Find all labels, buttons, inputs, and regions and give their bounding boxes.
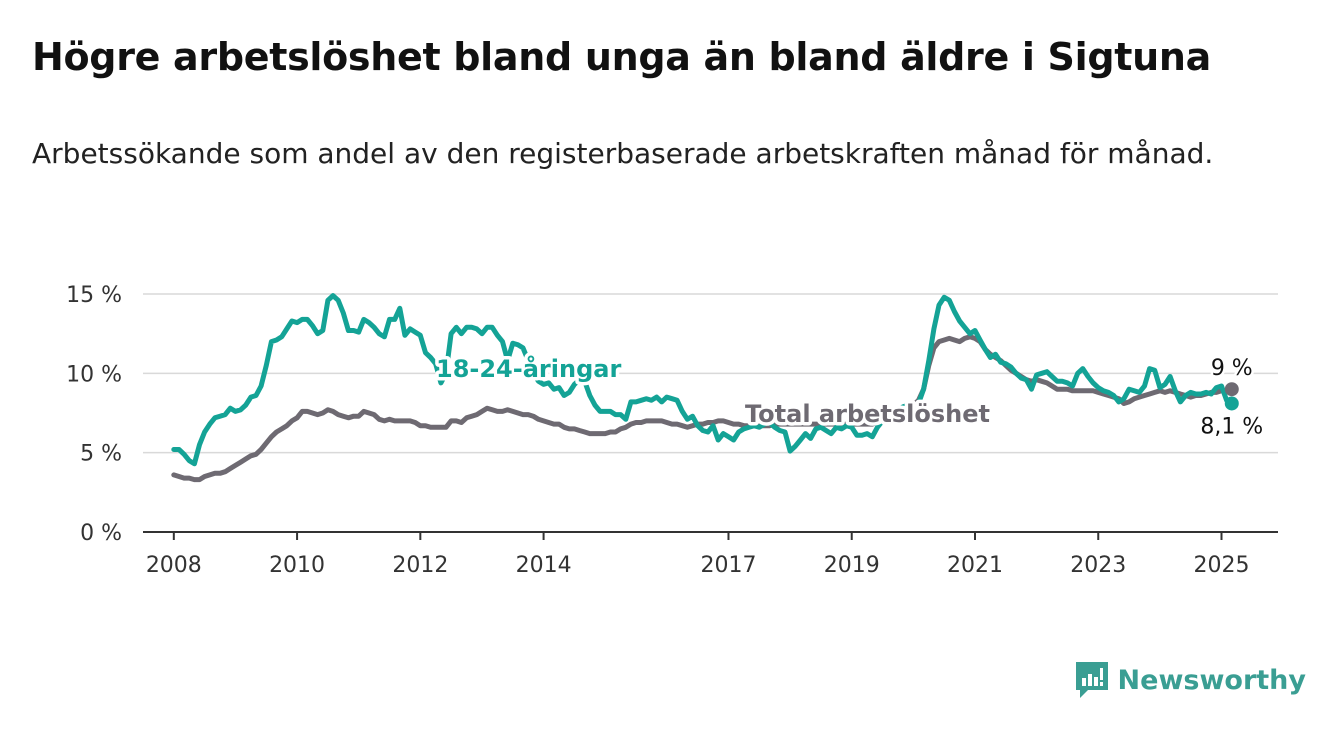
x-axis: 2008 2010 2012 2014 2017 2019 2021 2023 2025 <box>143 531 1278 578</box>
series-label: 18-24-åringar <box>436 354 621 383</box>
x-tick-label: 2008 <box>146 553 202 578</box>
brand-logo: Newsworthy <box>1074 660 1306 700</box>
series-labels: 18-24-åringar Total arbetslöshet <box>433 351 994 432</box>
y-tick-label: 15 % <box>66 283 122 308</box>
x-tick-label: 2014 <box>516 553 572 578</box>
y-tick-label: 10 % <box>66 362 122 387</box>
series-lines <box>171 293 1235 483</box>
x-tick-label: 2012 <box>392 553 448 578</box>
y-tick-label: 5 % <box>80 442 122 467</box>
end-point <box>1224 382 1239 397</box>
end-markers: 8,1 % 9 % <box>1198 354 1266 442</box>
newsworthy-logo-icon <box>1075 662 1108 698</box>
end-value-label: 9 % <box>1211 356 1253 381</box>
y-axis-ticks: 0 % 5 % 10 % 15 % <box>66 283 122 546</box>
series-line-young <box>171 293 1235 467</box>
y-tick-label: 0 % <box>80 521 122 546</box>
brand-name: Newsworthy <box>1117 664 1306 696</box>
x-tick-label: 2023 <box>1070 553 1126 578</box>
x-tick-label: 2025 <box>1194 553 1250 578</box>
chart-title: Högre arbetslöshet bland unga än bland ä… <box>32 35 1211 79</box>
x-tick-label: 2021 <box>947 553 1003 578</box>
end-point <box>1224 396 1239 411</box>
x-tick-label: 2010 <box>269 553 325 578</box>
x-tick-label: 2019 <box>824 553 880 578</box>
series-line-total <box>171 334 1235 483</box>
series-label: Total arbetslöshet <box>745 400 990 428</box>
x-tick-label: 2017 <box>700 553 756 578</box>
end-value-label: 8,1 % <box>1200 414 1263 439</box>
chart-subtitle: Arbetssökande som andel av den registerb… <box>32 137 1214 170</box>
